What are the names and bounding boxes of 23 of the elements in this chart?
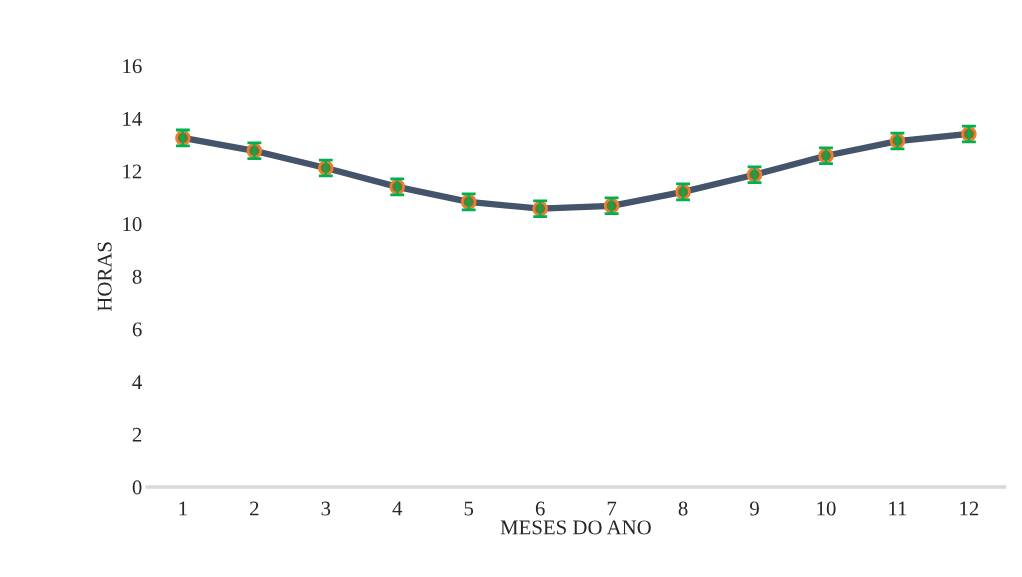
x-axis-title: MESES DO ANO bbox=[500, 520, 651, 535]
y-tick-label: 8 bbox=[132, 269, 142, 284]
x-tick-label: 9 bbox=[750, 501, 759, 516]
x-tick-label: 6 bbox=[535, 501, 545, 516]
x-tick-label: 3 bbox=[321, 501, 331, 516]
x-tick-label: 1 bbox=[179, 501, 187, 516]
y-tick-label: 14 bbox=[123, 111, 142, 126]
y-tick-label: 16 bbox=[123, 59, 142, 74]
y-tick-label: 10 bbox=[123, 217, 142, 232]
x-tick-label: 2 bbox=[250, 501, 259, 516]
y-axis-title: HORAS bbox=[97, 242, 112, 312]
x-tick-label: 10 bbox=[817, 501, 836, 516]
y-tick-label: 0 bbox=[132, 480, 142, 495]
y-tick-label: 12 bbox=[123, 164, 142, 179]
x-tick-label: 11 bbox=[889, 501, 907, 516]
x-tick-label: 4 bbox=[392, 501, 403, 516]
x-tick-label: 8 bbox=[678, 501, 688, 516]
x-tick-label: 5 bbox=[464, 501, 474, 516]
y-tick-label: 6 bbox=[132, 322, 142, 337]
x-tick-label: 7 bbox=[607, 501, 617, 516]
x-tick-label: 12 bbox=[960, 501, 979, 516]
y-tick-label: 4 bbox=[132, 375, 142, 389]
y-tick-label: 2 bbox=[132, 427, 142, 442]
